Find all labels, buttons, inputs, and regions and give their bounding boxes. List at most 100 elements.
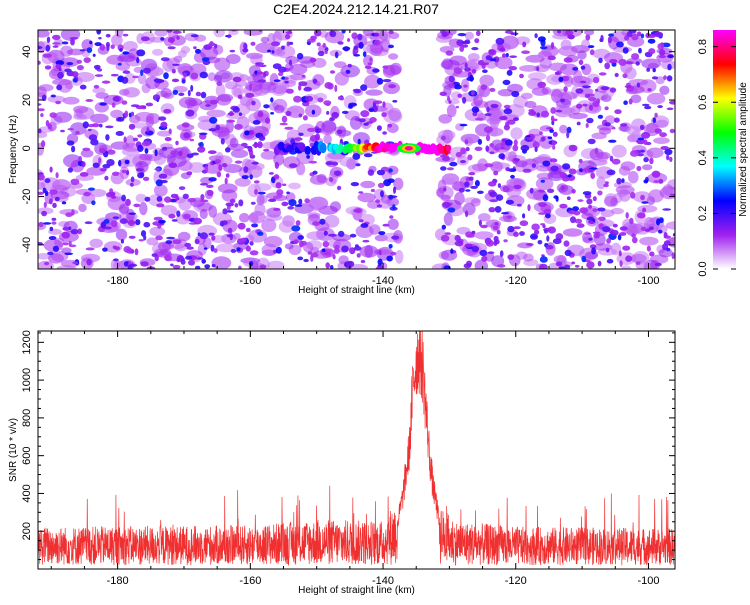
- heatmap-cell: [153, 216, 163, 221]
- heatmap-cell: [207, 72, 216, 82]
- heatmap-cell: [140, 261, 149, 267]
- heatmap-cell: [288, 163, 298, 168]
- heatmap-cell: [130, 111, 135, 117]
- heatmap-cell: [510, 32, 519, 36]
- heatmap-cell: [641, 201, 649, 204]
- heatmap-cell: [586, 261, 595, 269]
- heatmap-cell: [572, 67, 579, 71]
- heatmap-cell: [363, 153, 373, 158]
- heatmap-cell: [52, 42, 61, 45]
- heatmap-cell: [200, 91, 207, 99]
- heatmap-cell: [513, 226, 521, 230]
- heatmap-cell: [506, 215, 512, 219]
- heatmap-cell: [220, 138, 225, 145]
- heatmap-cell: [66, 140, 75, 146]
- heatmap-cell: [291, 225, 301, 232]
- heatmap-cell: [229, 49, 236, 53]
- heatmap-cell: [162, 59, 175, 72]
- heatmap-cell: [482, 69, 488, 73]
- heatmap-cell: [69, 122, 87, 136]
- heatmap-cell: [554, 71, 560, 75]
- heatmap-frame: [37, 29, 676, 270]
- heatmap-cell: [455, 151, 463, 158]
- heatmap-cell: [513, 117, 519, 121]
- heatmap-cell: [107, 149, 116, 155]
- heatmap-cell: [171, 219, 178, 222]
- heatmap-cell: [466, 234, 475, 238]
- heatmap-cell: [595, 166, 613, 179]
- heatmap-cell: [373, 39, 381, 46]
- heatmap-cell: [625, 212, 629, 219]
- heatmap-cell: [94, 42, 102, 47]
- heatmap-cell: [450, 248, 454, 254]
- heatmap-cell: [112, 216, 120, 220]
- heatmap-cell: [666, 154, 670, 161]
- heatmap-cell: [377, 182, 385, 188]
- heatmap-cell: [307, 127, 316, 132]
- heatmap-cell: [484, 113, 492, 117]
- heatmap-cell: [646, 245, 652, 252]
- heatmap-cell: [372, 68, 380, 73]
- heatmap-cell: [499, 47, 506, 52]
- heatmap-cell: [649, 157, 654, 165]
- heatmap-cell: [248, 83, 253, 91]
- heatmap-cell: [654, 128, 662, 134]
- heatmap-cell: [440, 234, 450, 242]
- heatmap-cell: [360, 84, 368, 91]
- heatmap-cell: [449, 55, 467, 66]
- heatmap-cell: [382, 79, 392, 83]
- heatmap-cell: [560, 39, 572, 51]
- heatmap-cell: [555, 261, 563, 267]
- heatmap-cell: [522, 253, 534, 262]
- heatmap-cell: [464, 62, 468, 69]
- heatmap-cell: [580, 65, 586, 70]
- heatmap-cell: [259, 264, 267, 269]
- heatmap-cell: [55, 172, 59, 179]
- heatmap-cell: [443, 187, 447, 192]
- heatmap-cell: [339, 156, 359, 168]
- heatmap-cell: [610, 197, 619, 207]
- heatmap-cell: [62, 96, 80, 105]
- heatmap-cell: [294, 137, 303, 141]
- heatmap-cell: [457, 33, 467, 37]
- heatmap-cell: [183, 132, 191, 139]
- heatmap-cell: [610, 207, 624, 215]
- heatmap-cell: [66, 62, 74, 66]
- heatmap-cell: [625, 61, 634, 65]
- heatmap-cell: [71, 145, 76, 153]
- heatmap-cell: [540, 179, 545, 183]
- heatmap-cell: [209, 116, 218, 124]
- heatmap-cell: [312, 221, 321, 226]
- heatmap-cell: [325, 161, 334, 166]
- heatmap-cell: [293, 239, 299, 245]
- heatmap-cell: [260, 36, 270, 44]
- heatmap-cell: [354, 208, 363, 214]
- heatmap-cell: [80, 253, 101, 263]
- heatmap-cell: [165, 240, 173, 245]
- heatmap-cell: [663, 75, 667, 80]
- heatmap-cell: [168, 128, 172, 134]
- heatmap-cell: [382, 131, 387, 135]
- heatmap-cell: [563, 57, 573, 63]
- heatmap-cell: [243, 30, 263, 36]
- heatmap-cell: [382, 101, 386, 108]
- heatmap-cell: [355, 224, 374, 238]
- heatmap-cell: [172, 63, 180, 66]
- heatmap-cell: [441, 58, 454, 70]
- heatmap-cell: [57, 79, 73, 93]
- heatmap-cell: [333, 247, 340, 254]
- heatmap-cell: [206, 184, 214, 188]
- heatmap-cell: [555, 195, 559, 202]
- heatmap-cell: [176, 210, 181, 217]
- heatmap-cell: [164, 196, 172, 203]
- heatmap-cell: [521, 50, 530, 54]
- heatmap-cell: [348, 102, 358, 107]
- heatmap-cell: [638, 47, 642, 54]
- heatmap-cell: [254, 70, 258, 75]
- heatmap-cell: [86, 258, 92, 266]
- heatmap-cell: [459, 123, 468, 127]
- heatmap-cell: [605, 181, 609, 185]
- heatmap-cell: [106, 44, 110, 51]
- heatmap-cell: [446, 104, 457, 118]
- heatmap-cell: [252, 143, 261, 147]
